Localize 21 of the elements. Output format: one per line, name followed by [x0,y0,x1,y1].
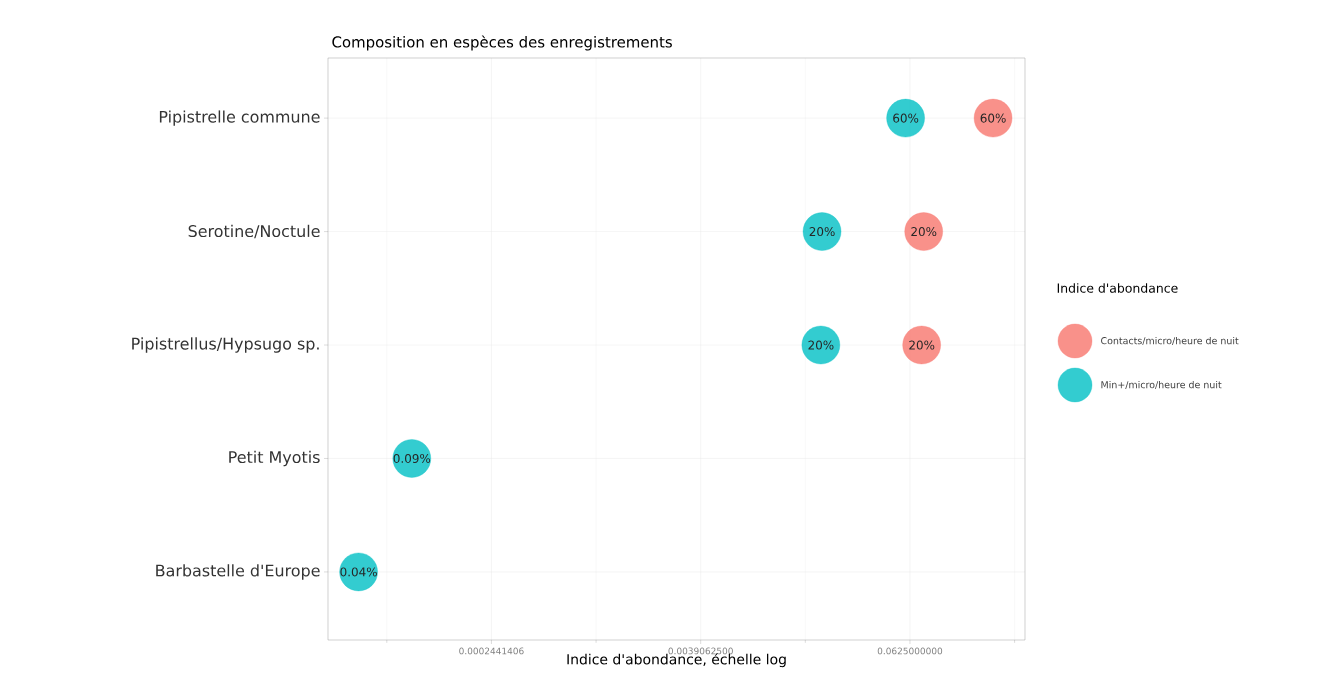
x-tick-label: 0.0039062500 [668,647,733,655]
annotation: 20% [909,340,935,350]
chart-title: Composition en espèces des enregistrements [332,35,672,51]
annotation: 0.09% [393,453,431,463]
x-tick-label: 0.0625000000 [877,647,943,655]
x-tick-label: 0.0002441406 [459,647,524,655]
legend-title: Indice d'abondance [1057,283,1178,293]
y-tick-label: Pipistrelle commune [159,110,320,126]
y-tick-label: Barbastelle d'Europe [156,564,320,580]
annotation: 0.04% [340,567,377,577]
y-tick-label: Petit Myotis [229,450,320,467]
annotation: 20% [809,227,835,237]
legend-label: Contacts/micro/heure de nuit [1101,336,1239,346]
annotation: 60% [980,113,1006,123]
annotation: 60% [893,113,919,123]
annotation: 20% [911,227,937,237]
y-tick-label: Serotine/Noctule [188,224,320,239]
legend-label: Min+/micro/heure de nuit [1101,380,1222,390]
annotation: 20% [808,340,834,350]
x-axis-title: Indice d'abondance, échelle log [567,653,786,668]
y-tick-label: Pipistrellus/Hypsugo sp. [132,337,319,353]
